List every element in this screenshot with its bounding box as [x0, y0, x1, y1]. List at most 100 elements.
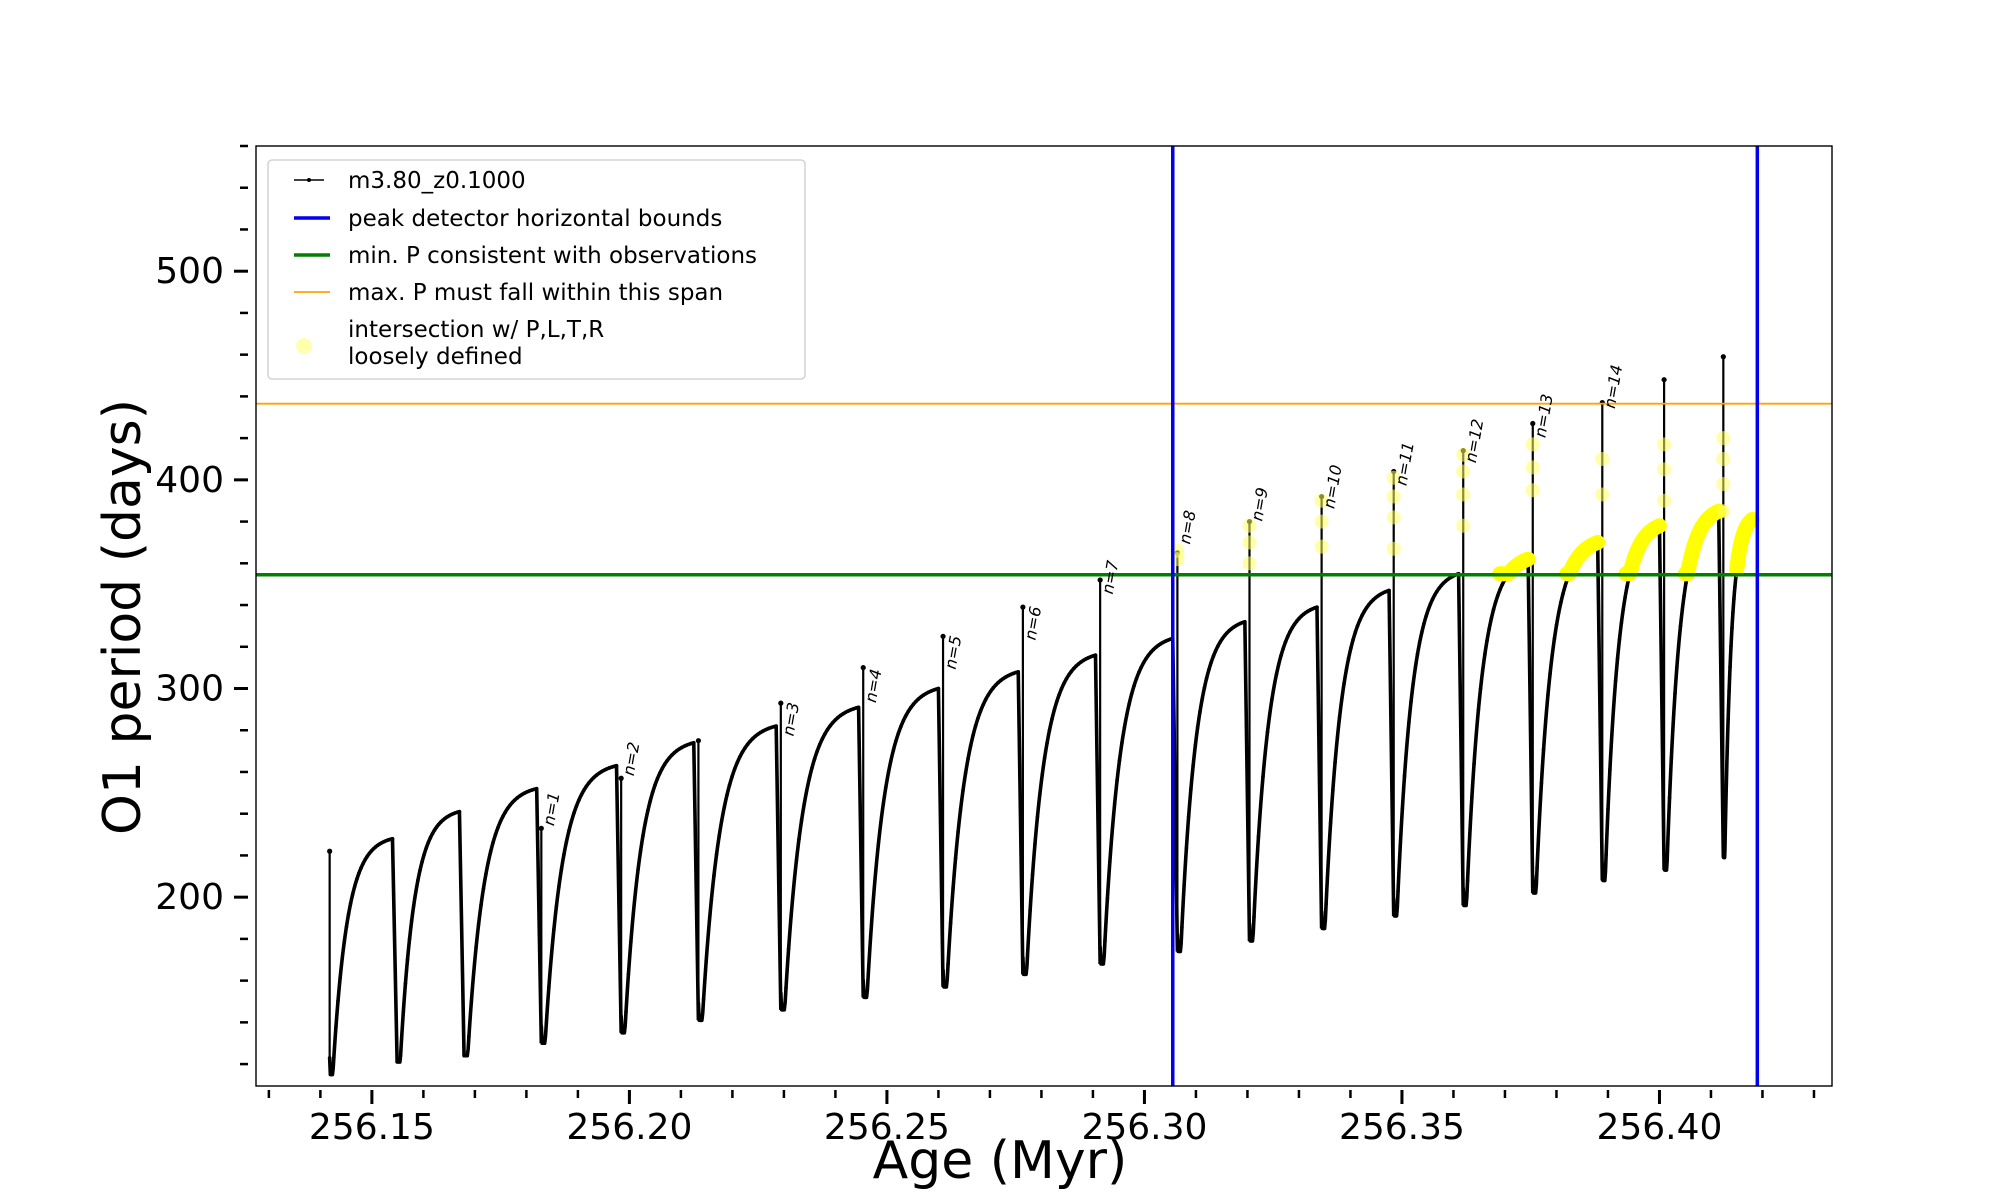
intersection-point	[1657, 437, 1672, 452]
series-point	[1038, 792, 1042, 797]
series-point	[1413, 666, 1418, 670]
series-point	[1057, 692, 1061, 697]
series-point	[665, 758, 669, 763]
series-point	[1218, 640, 1222, 644]
series-point	[1047, 728, 1052, 732]
series-point	[1608, 767, 1612, 772]
series-point	[1209, 660, 1213, 665]
series-point	[998, 678, 1003, 683]
series-point	[1108, 860, 1112, 864]
series-point	[1409, 700, 1413, 704]
series-point	[352, 884, 357, 888]
series-point	[1470, 795, 1474, 799]
series-point	[1182, 883, 1186, 887]
series-point	[1335, 736, 1340, 740]
pulse-label-n6: n=6	[1021, 605, 1046, 642]
series-point	[1426, 607, 1431, 612]
series-point	[491, 840, 495, 845]
series-spike-tip	[538, 825, 544, 831]
series-point	[407, 936, 412, 941]
series-point	[488, 849, 493, 854]
series-point	[542, 1041, 546, 1046]
series-point	[660, 766, 665, 771]
series-point	[968, 744, 973, 748]
series-point	[1151, 647, 1156, 652]
series-point	[416, 878, 420, 883]
series-point	[916, 697, 921, 701]
series-point	[1411, 681, 1415, 686]
series-point	[1216, 644, 1220, 648]
series-point	[493, 832, 498, 837]
series-segment-1	[327, 836, 399, 1077]
legend: m3.80_z0.1000 peak detector horizontal b…	[267, 159, 806, 380]
series-point	[1671, 721, 1675, 726]
series-point	[357, 871, 361, 875]
series-point	[1146, 653, 1151, 657]
series-point	[807, 776, 812, 781]
series-point	[1733, 585, 1737, 590]
series-point	[587, 781, 591, 785]
series-point	[418, 868, 422, 873]
y-tick-label-1: 200	[155, 877, 224, 918]
series-point	[1732, 597, 1736, 601]
series-point	[784, 986, 788, 990]
x-tick-label-3: 256.25	[824, 1107, 950, 1148]
series-point	[1149, 650, 1153, 654]
series-point	[1675, 665, 1679, 670]
series-point	[1023, 972, 1028, 977]
series-point	[1673, 691, 1677, 696]
series-point	[1729, 644, 1733, 648]
intersection-point	[1525, 483, 1540, 498]
series-point	[1487, 626, 1491, 631]
series-point	[815, 749, 819, 754]
series-point	[1493, 600, 1498, 604]
series-point	[1213, 649, 1218, 653]
series-point	[712, 873, 716, 878]
series-point	[1324, 902, 1328, 906]
series-point	[1726, 717, 1730, 722]
series-point	[559, 867, 564, 872]
series-point	[1340, 697, 1344, 701]
series-point	[1290, 625, 1295, 630]
series-spike-tip	[1720, 354, 1726, 360]
series-point	[1220, 636, 1225, 641]
series-point	[1476, 708, 1481, 713]
series-point	[1191, 763, 1195, 768]
pulse-label-n11: n=11	[1391, 440, 1417, 487]
series-point	[552, 927, 556, 932]
series-point	[1478, 686, 1483, 691]
y-tick-label-4: 500	[155, 251, 224, 292]
series-point	[572, 811, 576, 816]
series-point	[401, 1009, 406, 1014]
series-point	[1261, 774, 1265, 779]
series-point	[1042, 755, 1047, 760]
series-point	[817, 742, 822, 747]
series-point	[1548, 671, 1552, 676]
series-point	[467, 1034, 471, 1039]
series-point	[484, 872, 488, 877]
series-point	[719, 818, 724, 823]
pulse-label-n2: n=2	[619, 740, 644, 777]
series-point	[1267, 712, 1272, 717]
series-point	[403, 981, 408, 986]
pulse-label-n12: n=12	[1461, 417, 1487, 464]
series-point	[1489, 616, 1494, 621]
series-point	[582, 788, 586, 792]
series-point	[891, 748, 896, 753]
series-point	[894, 739, 898, 744]
series-point	[1252, 915, 1256, 919]
series-point	[342, 939, 347, 944]
intersection-span-5	[1729, 512, 1760, 577]
series-point	[1483, 652, 1487, 657]
series-segment-16	[1461, 557, 1535, 908]
series-point	[397, 1060, 402, 1064]
series-point	[1076, 662, 1081, 666]
series-point	[579, 792, 584, 797]
series-point	[1144, 656, 1148, 661]
legend-swatch-series-marker	[307, 178, 311, 182]
series-point	[883, 785, 888, 790]
series-point	[833, 718, 838, 722]
series-point	[1059, 686, 1064, 691]
series-point	[1724, 787, 1729, 792]
